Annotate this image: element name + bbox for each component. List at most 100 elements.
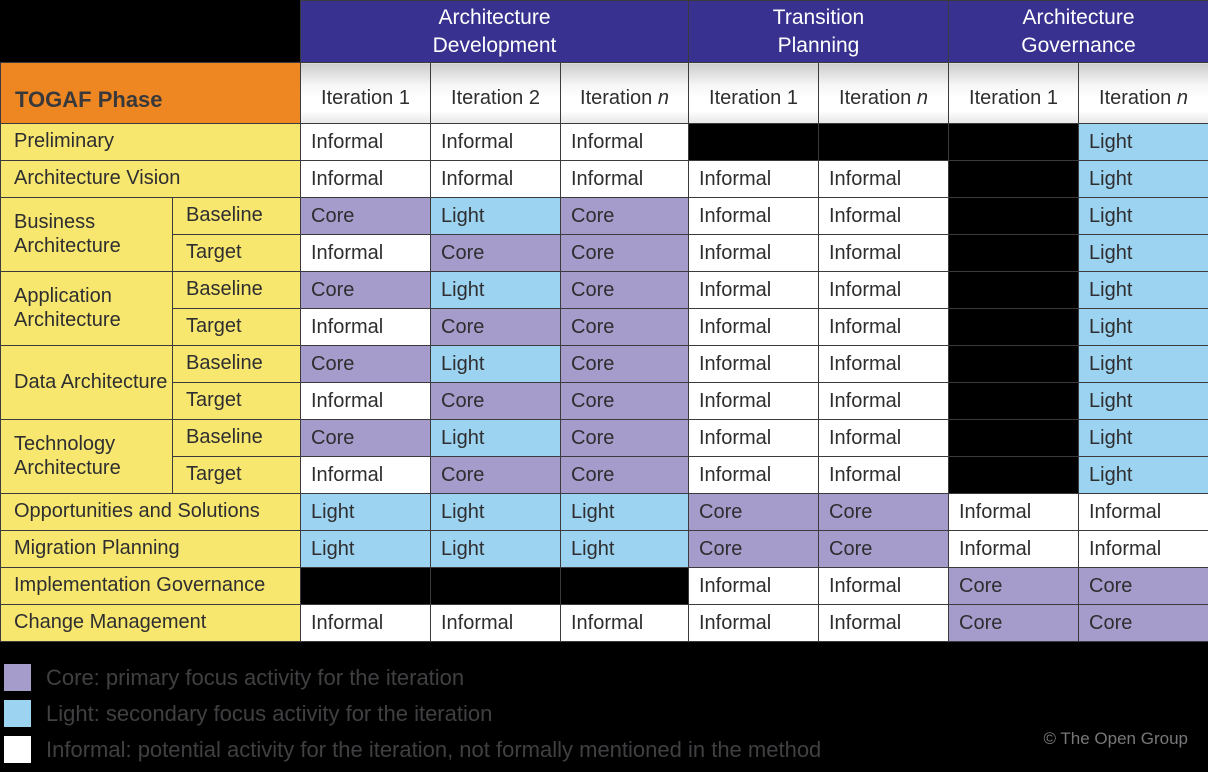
matrix-cell: Informal [819,383,949,420]
light-swatch-icon [4,700,31,727]
matrix-cell: Informal [819,420,949,457]
matrix-cell: Informal [561,605,689,642]
table-row: Target Informal Core Core Informal Infor… [1,383,1208,420]
matrix-cell: Light [1079,235,1208,272]
matrix-cell: Informal [431,124,561,161]
matrix-cell [561,568,689,605]
matrix-cell: Core [949,605,1079,642]
matrix-cell: Informal [689,198,819,235]
matrix-cell: Core [561,420,689,457]
matrix-cell: Core [301,346,431,383]
table-row: Target Informal Core Core Informal Infor… [1,457,1208,494]
matrix-cell: Informal [819,161,949,198]
matrix-cell: Core [561,272,689,309]
table-row: Target Informal Core Core Informal Infor… [1,309,1208,346]
matrix-cell: Informal [431,605,561,642]
matrix-cell: Light [1079,272,1208,309]
legend: Core: primary focus activity for the ite… [4,664,821,772]
matrix-cell: Light [561,531,689,568]
copyright-notice: © The Open Group [1043,729,1188,749]
iteration-number: 1 [1047,87,1058,109]
matrix-cell: Core [689,531,819,568]
matrix-cell: Core [561,383,689,420]
segment-label: Target [173,235,301,272]
phase-label: Application Architecture [1,272,173,346]
iteration-header-row: TOGAF Phase Iteration 1 Iteration 2 Iter… [1,63,1208,124]
matrix-cell: Informal [689,309,819,346]
matrix-cell [949,346,1079,383]
phase-label: Data Architecture [1,346,173,420]
matrix-cell: Informal [689,457,819,494]
phase-label: Technology Architecture [1,420,173,494]
matrix-cell: Light [1079,383,1208,420]
phase-label: Implementation Governance [1,568,301,605]
matrix-cell: Informal [819,457,949,494]
matrix-cell: Informal [301,235,431,272]
matrix-cell: Core [689,494,819,531]
iteration-header: Iteration 2 [431,63,561,124]
table-row: Implementation Governance Informal Infor… [1,568,1208,605]
matrix-cell: Informal [819,272,949,309]
matrix-cell: Light [561,494,689,531]
informal-swatch-icon [4,736,31,763]
matrix-cell: Informal [689,568,819,605]
iteration-header: Iteration n [819,63,949,124]
matrix-cell: Core [819,531,949,568]
table-row: Technology Architecture Baseline Core Li… [1,420,1208,457]
matrix-cell: Informal [301,383,431,420]
matrix-cell [301,568,431,605]
legend-item: Informal: potential activity for the ite… [4,736,821,763]
matrix-cell: Informal [301,309,431,346]
matrix-cell: Core [949,568,1079,605]
matrix-cell: Core [561,235,689,272]
segment-label: Target [173,383,301,420]
matrix-cell: Informal [819,198,949,235]
matrix-cell: Informal [819,235,949,272]
group-header-architecture-development: Architecture Development [301,1,689,63]
table-row: Application Architecture Baseline Core L… [1,272,1208,309]
matrix-cell: Informal [301,457,431,494]
matrix-cell: Core [301,420,431,457]
matrix-cell: Light [431,272,561,309]
iteration-header: Iteration 1 [689,63,819,124]
table-row: Migration Planning Light Light Light Cor… [1,531,1208,568]
matrix-cell: Light [1079,457,1208,494]
matrix-cell: Light [431,420,561,457]
matrix-cell: Informal [689,420,819,457]
table-row: Preliminary Informal Informal Informal L… [1,124,1208,161]
iteration-number: 1 [399,87,410,109]
matrix-cell: Light [1079,161,1208,198]
legend-item: Core: primary focus activity for the ite… [4,664,821,691]
core-swatch-icon [4,664,31,691]
matrix-cell: Informal [819,346,949,383]
iteration-number: n [658,87,669,109]
segment-label: Baseline [173,272,301,309]
matrix-cell [949,161,1079,198]
matrix-cell [949,124,1079,161]
table-row: Opportunities and Solutions Light Light … [1,494,1208,531]
phase-label: Change Management [1,605,301,642]
matrix-cell: Core [431,383,561,420]
matrix-cell: Informal [561,161,689,198]
iteration-matrix: Architecture Development Transition Plan… [0,0,1208,642]
matrix-cell: Core [1079,568,1208,605]
table-row: Change Management Informal Informal Info… [1,605,1208,642]
matrix-cell: Informal [431,161,561,198]
matrix-cell: Light [431,494,561,531]
matrix-cell: Light [1079,346,1208,383]
matrix-cell: Informal [819,568,949,605]
iteration-number: n [917,87,928,109]
iteration-word: Iteration [839,87,911,109]
iteration-word: Iteration [709,87,781,109]
matrix-cell: Informal [1079,494,1208,531]
phase-column-header: TOGAF Phase [1,63,301,124]
phase-label: Preliminary [1,124,301,161]
matrix-cell: Informal [301,124,431,161]
matrix-cell: Core [561,346,689,383]
matrix-cell: Light [1079,124,1208,161]
iteration-header: Iteration 1 [949,63,1079,124]
iteration-word: Iteration [969,87,1041,109]
matrix-cell: Informal [819,605,949,642]
iteration-word: Iteration [321,87,393,109]
